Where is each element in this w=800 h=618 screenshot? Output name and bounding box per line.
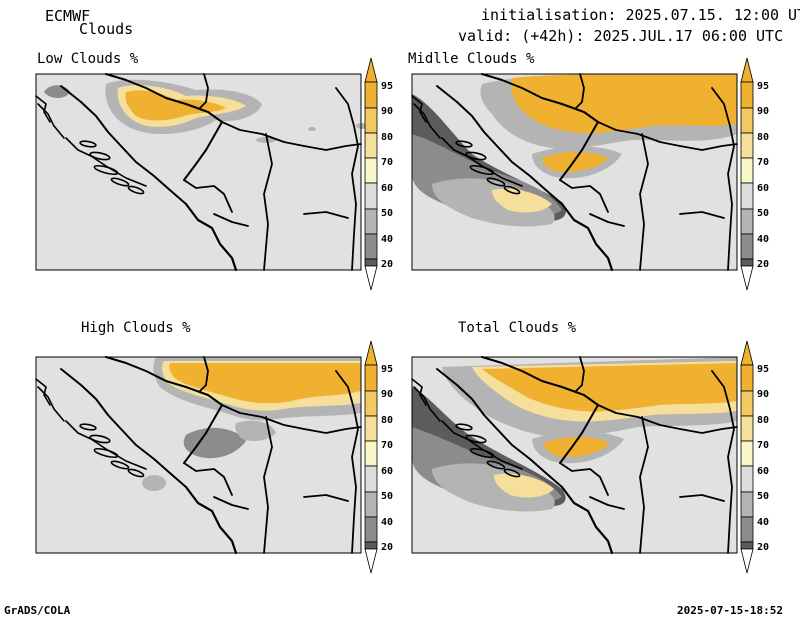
cb-label: 70 xyxy=(757,440,769,451)
cb-label: 90 xyxy=(381,389,393,400)
cb-label: 20 xyxy=(757,542,769,553)
cb-label: 40 xyxy=(757,517,769,528)
colorbar-total xyxy=(740,340,754,574)
cb-label: 40 xyxy=(381,517,393,528)
panel-title-low: Low Clouds % xyxy=(37,51,139,67)
cb-label: 40 xyxy=(381,234,393,245)
cb-label: 50 xyxy=(757,208,769,219)
cb-label: 95 xyxy=(757,364,769,375)
cb-label: 70 xyxy=(381,157,393,168)
cb-label: 80 xyxy=(757,415,769,426)
cb-label: 95 xyxy=(381,81,393,92)
cb-label: 50 xyxy=(381,208,393,219)
panel-title-middle: Midlle Clouds % xyxy=(408,51,535,67)
cb-label: 50 xyxy=(757,491,769,502)
colorbar-labels-high: 95 90 80 70 60 50 40 20 xyxy=(381,364,393,553)
cb-label: 90 xyxy=(757,106,769,117)
cb-label: 80 xyxy=(381,415,393,426)
panel-title-high: High Clouds % xyxy=(81,320,191,336)
cb-label: 50 xyxy=(381,491,393,502)
cb-label: 60 xyxy=(757,466,769,477)
map-panel-high xyxy=(34,355,363,555)
cb-label: 70 xyxy=(381,440,393,451)
model-name: ECMWF xyxy=(45,7,91,25)
colorbar-low xyxy=(364,57,378,291)
cb-label: 60 xyxy=(381,183,393,194)
cb-label: 80 xyxy=(381,132,393,143)
colorbar-labels-middle: 95 90 80 70 60 50 40 20 xyxy=(757,81,769,270)
cb-label: 95 xyxy=(381,364,393,375)
map-panel-total xyxy=(410,355,739,555)
footer-credit: GrADS/COLA xyxy=(4,604,71,617)
valid-time: valid: (+42h): 2025.JUL.17 06:00 UTC xyxy=(458,27,784,45)
colorbar-labels-low: 95 90 80 70 60 50 40 20 xyxy=(381,81,393,270)
colorbar-middle xyxy=(740,57,754,291)
cb-label: 20 xyxy=(381,542,393,553)
cb-label: 95 xyxy=(757,81,769,92)
cb-label: 20 xyxy=(757,259,769,270)
colorbar-high xyxy=(364,340,378,574)
init-time: initialisation: 2025.07.15. 12:00 UTC xyxy=(481,6,800,24)
cb-label: 90 xyxy=(381,106,393,117)
cb-label: 80 xyxy=(757,132,769,143)
cb-label: 90 xyxy=(757,389,769,400)
panel-title-total: Total Clouds % xyxy=(458,320,577,336)
map-panel-middle xyxy=(410,72,739,272)
cb-label: 60 xyxy=(381,466,393,477)
map-panel-low xyxy=(34,72,368,272)
footer-timestamp: 2025-07-15-18:52 xyxy=(677,604,783,617)
cb-label: 60 xyxy=(757,183,769,194)
cb-label: 70 xyxy=(757,157,769,168)
cb-label: 40 xyxy=(757,234,769,245)
cb-label: 20 xyxy=(381,259,393,270)
product-name: Clouds xyxy=(79,20,134,38)
colorbar-labels-total: 95 90 80 70 60 50 40 20 xyxy=(757,364,769,553)
